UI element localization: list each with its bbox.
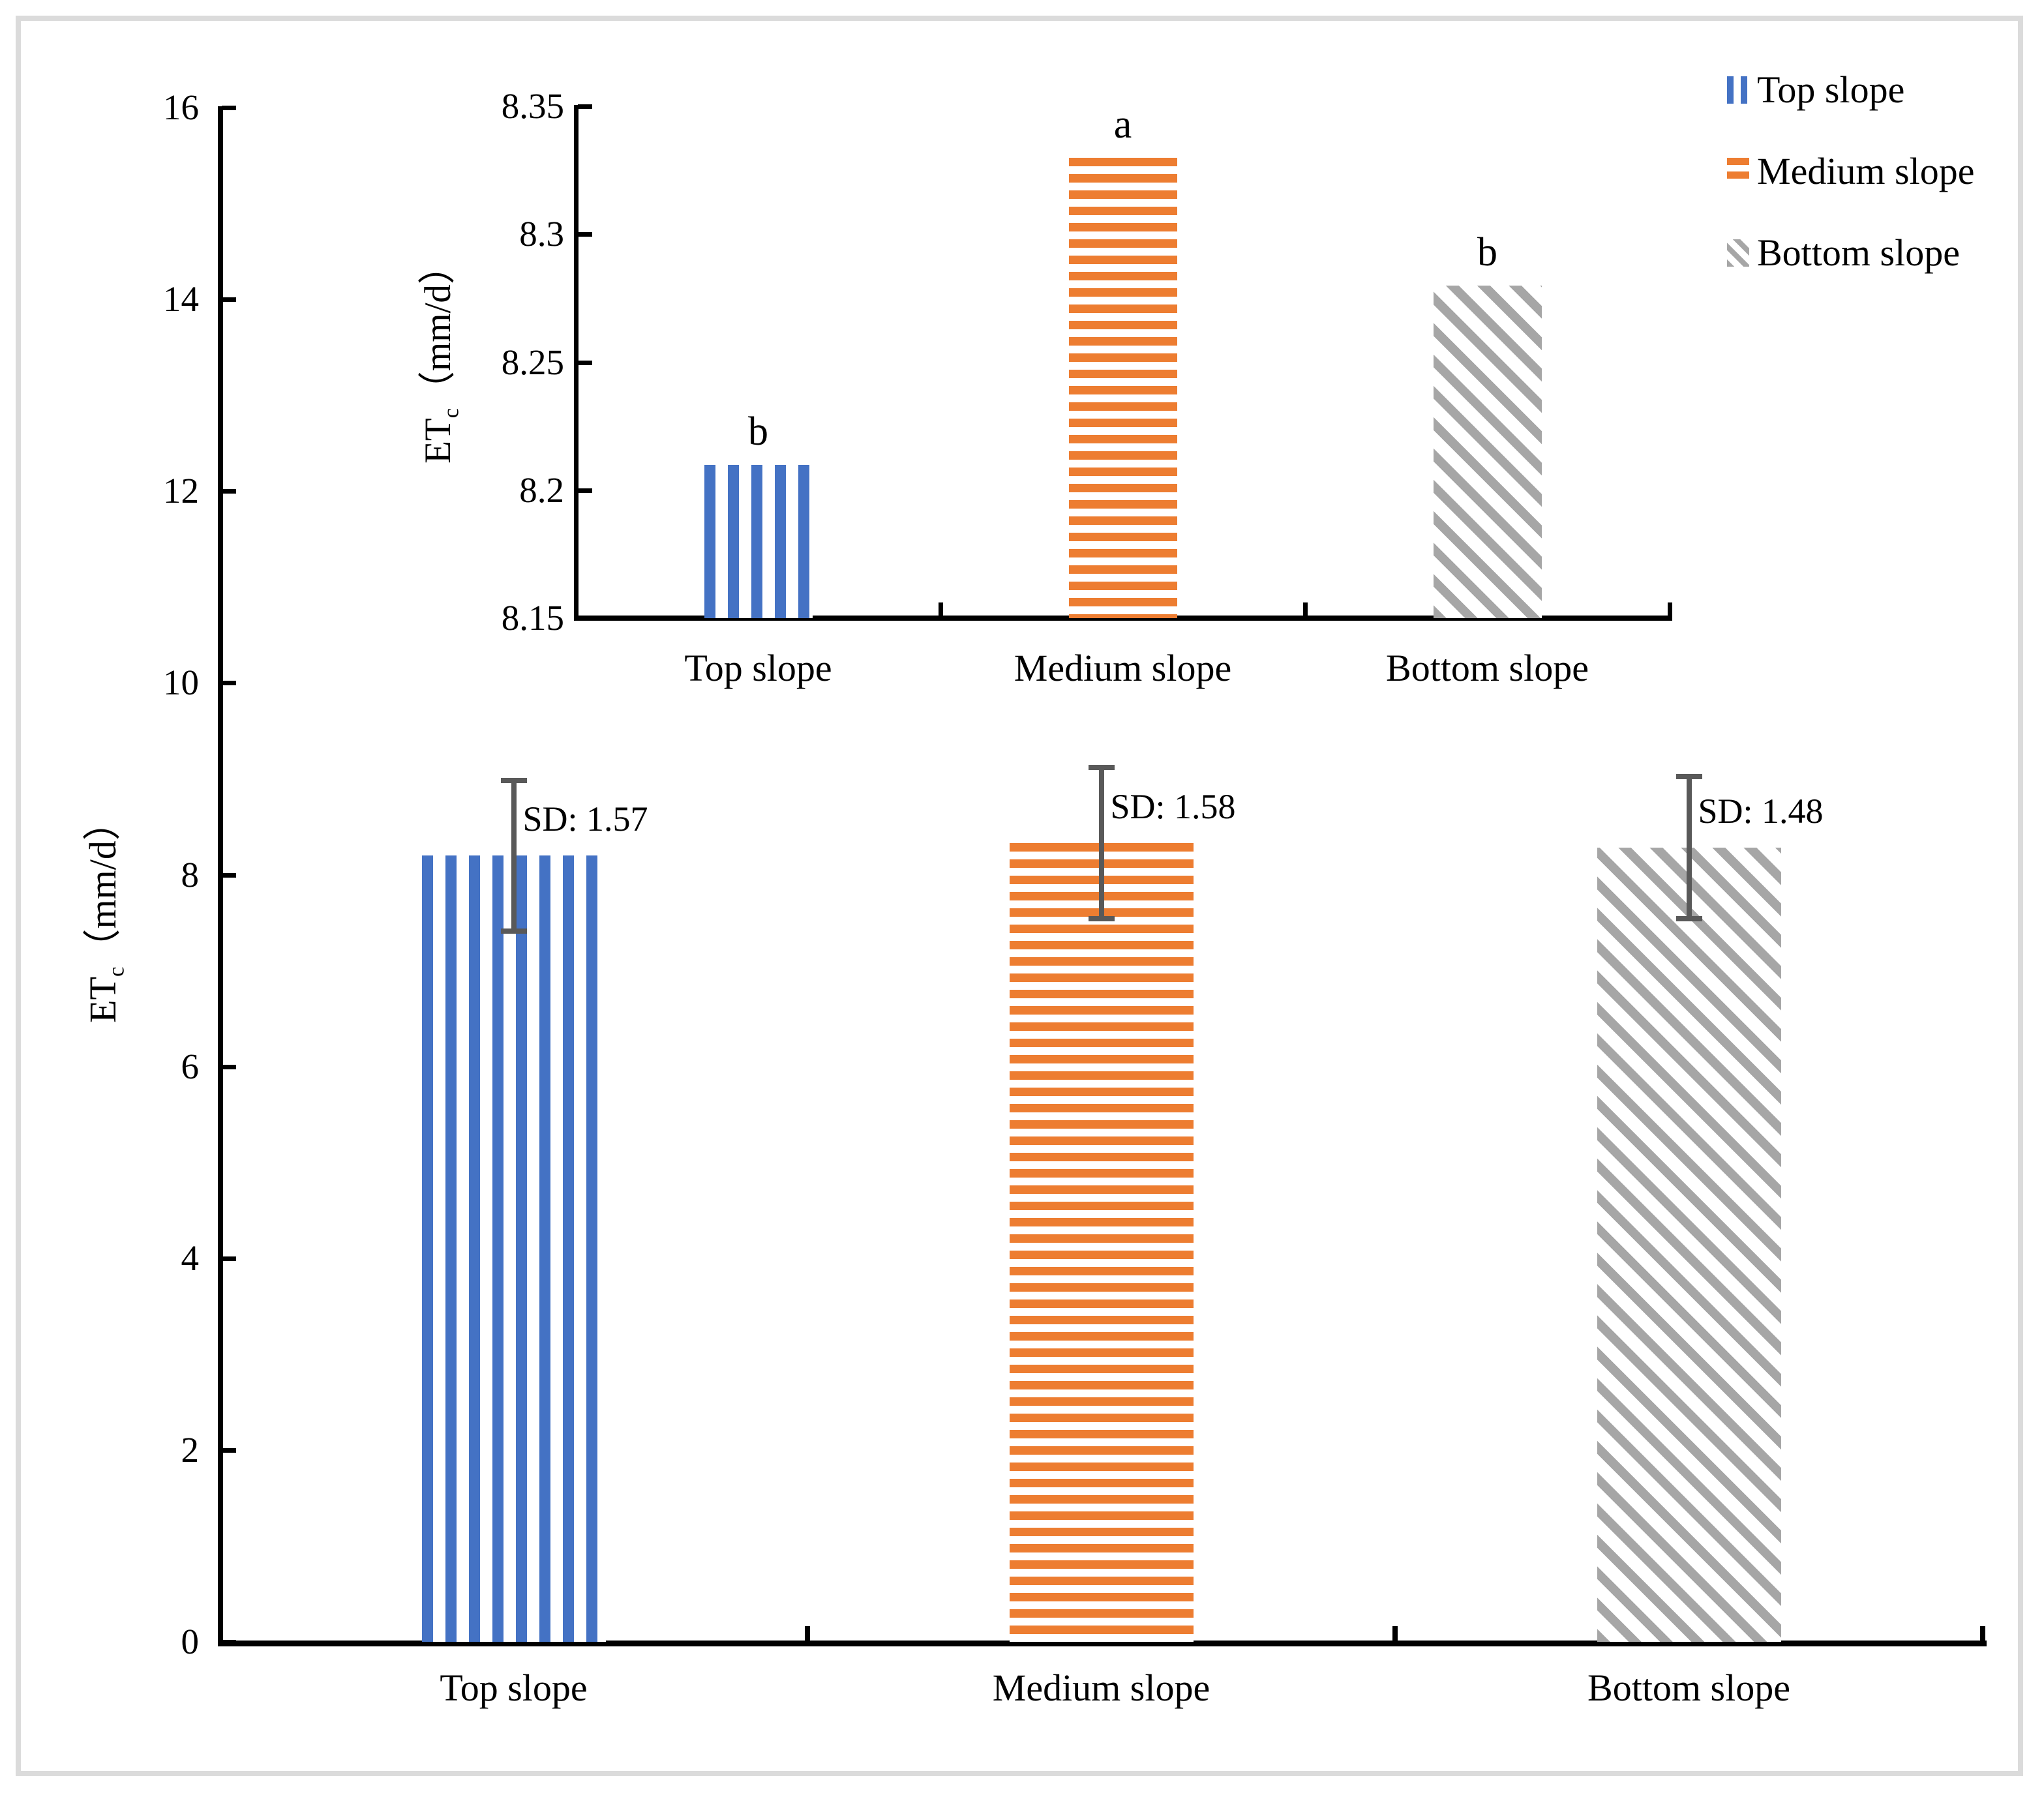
main-y-tick-14 xyxy=(222,297,236,303)
main-y-tick-2 xyxy=(222,1448,236,1453)
inset-significance-letter-1: a xyxy=(1113,102,1132,147)
main-y-tick-label-10: 10 xyxy=(163,662,199,703)
main-bar-top-slope xyxy=(421,855,606,1642)
main-y-tick-16 xyxy=(222,106,236,110)
main-y-tick-label-12: 12 xyxy=(163,471,199,511)
main-y-tick-label-0: 0 xyxy=(181,1622,200,1661)
main-bar-medium-slope xyxy=(1009,842,1194,1642)
inset-y-tick-8.25 xyxy=(578,360,592,365)
main-y-axis-title-subscript: c xyxy=(103,966,129,977)
main-y-tick-10 xyxy=(222,681,236,686)
main-error-bar-cap-bottom-1 xyxy=(1088,916,1115,922)
main-y-axis-line xyxy=(218,106,223,1646)
main-y-tick-label-4: 4 xyxy=(181,1238,200,1278)
main-error-bar-line-0 xyxy=(511,780,517,931)
main-y-tick-8 xyxy=(222,872,236,878)
legend-item-top-slope: Top slope xyxy=(1727,70,1904,110)
main-error-bar-cap-top-0 xyxy=(500,777,527,783)
inset-y-tick-8.35 xyxy=(578,104,592,109)
inset-bar-top-slope xyxy=(704,464,813,618)
inset-bar-medium-slope xyxy=(1068,157,1177,618)
inset-y-tick-label-8.25: 8.25 xyxy=(501,342,564,382)
main-sd-label-2: SD: 1.48 xyxy=(1698,792,1824,831)
inset-y-tick-label-8.2: 8.2 xyxy=(519,469,564,510)
main-y-tick-4 xyxy=(222,1256,236,1261)
diagonal-stripes-swatch-icon xyxy=(1727,239,1749,267)
inset-bar-bottom-slope xyxy=(1433,285,1542,618)
main-category-label-2: Bottom slope xyxy=(1587,1667,1790,1709)
inset-significance-letter-2: b xyxy=(1477,230,1497,275)
main-sd-label-1: SD: 1.58 xyxy=(1110,786,1236,826)
inset-y-axis-title-subscript: c xyxy=(439,408,464,419)
inset-significance-letter-0: b xyxy=(748,409,768,454)
main-sd-label-0: SD: 1.57 xyxy=(522,799,648,839)
main-error-bar-cap-top-2 xyxy=(1676,774,1702,780)
inset-x-tick-1 xyxy=(938,602,943,618)
inset-y-tick-label-8.35: 8.35 xyxy=(501,86,564,126)
legend-item-medium-slope: Medium slope xyxy=(1727,150,1975,192)
inset-y-axis-title-unit: （mm/d） xyxy=(417,247,458,409)
figure-border xyxy=(16,16,2023,1776)
main-y-tick-label-2: 2 xyxy=(181,1429,200,1470)
main-error-bar-cap-top-1 xyxy=(1088,764,1115,770)
main-y-axis-title-text: ET xyxy=(82,976,124,1023)
main-y-tick-label-6: 6 xyxy=(181,1046,200,1086)
inset-y-tick-8.3 xyxy=(578,232,592,237)
inset-x-tick-3 xyxy=(1667,602,1672,618)
vertical-stripes-swatch-icon xyxy=(1727,76,1749,104)
inset-category-label-0: Top slope xyxy=(684,647,832,689)
main-category-label-0: Top slope xyxy=(440,1667,588,1709)
main-y-tick-label-16: 16 xyxy=(163,87,199,127)
legend-label-1: Medium slope xyxy=(1757,150,1975,192)
legend-label-0: Top slope xyxy=(1757,68,1905,111)
inset-y-tick-8.15 xyxy=(578,616,592,621)
inset-category-label-1: Medium slope xyxy=(1014,647,1232,689)
main-x-tick-2 xyxy=(1392,1626,1398,1642)
main-y-tick-6 xyxy=(222,1064,236,1069)
main-error-bar-line-2 xyxy=(1686,777,1692,919)
main-y-tick-0 xyxy=(222,1640,236,1644)
inset-y-tick-label-8.15: 8.15 xyxy=(501,598,564,638)
main-x-tick-1 xyxy=(805,1626,810,1642)
main-y-tick-label-8: 8 xyxy=(181,854,200,895)
inset-y-axis-line xyxy=(574,105,579,621)
inset-y-axis-title-text: ET xyxy=(417,418,458,464)
main-error-bar-cap-bottom-0 xyxy=(500,928,527,934)
main-y-axis-title: ETc（mm/d） xyxy=(80,730,129,1095)
inset-y-tick-8.2 xyxy=(578,488,592,493)
main-y-tick-label-14: 14 xyxy=(163,279,199,319)
main-x-tick-3 xyxy=(1980,1626,1985,1642)
legend-label-2: Bottom slope xyxy=(1757,231,1960,274)
main-error-bar-cap-bottom-2 xyxy=(1676,916,1702,922)
legend-item-bottom-slope: Bottom slope xyxy=(1727,233,1960,273)
main-y-tick-12 xyxy=(222,489,236,494)
horizontal-stripes-swatch-icon xyxy=(1727,158,1749,185)
main-category-label-1: Medium slope xyxy=(992,1667,1210,1709)
inset-category-label-2: Bottom slope xyxy=(1386,647,1589,689)
main-x-axis-line xyxy=(218,1641,1987,1646)
inset-x-axis-line xyxy=(574,616,1672,621)
inset-y-tick-label-8.3: 8.3 xyxy=(519,214,564,254)
inset-x-tick-2 xyxy=(1302,602,1308,618)
main-bar-bottom-slope xyxy=(1597,848,1781,1642)
main-error-bar-line-1 xyxy=(1098,767,1104,919)
